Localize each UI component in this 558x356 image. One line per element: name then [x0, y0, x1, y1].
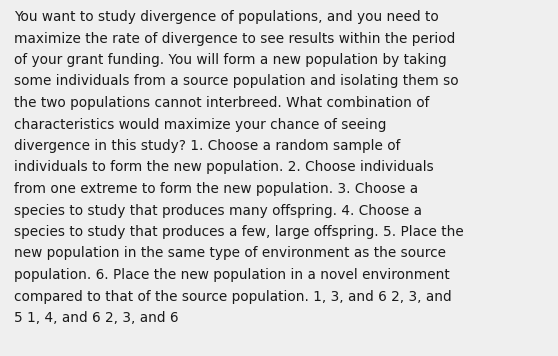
- Text: some individuals from a source population and isolating them so: some individuals from a source populatio…: [14, 74, 459, 89]
- Text: 5 1, 4, and 6 2, 3, and 6: 5 1, 4, and 6 2, 3, and 6: [14, 311, 179, 325]
- Text: maximize the rate of divergence to see results within the period: maximize the rate of divergence to see r…: [14, 31, 455, 46]
- Text: species to study that produces many offspring. 4. Choose a: species to study that produces many offs…: [14, 204, 422, 218]
- Text: from one extreme to form the new population. 3. Choose a: from one extreme to form the new populat…: [14, 182, 418, 196]
- Text: species to study that produces a few, large offspring. 5. Place the: species to study that produces a few, la…: [14, 225, 464, 239]
- Text: of your grant funding. You will form a new population by taking: of your grant funding. You will form a n…: [14, 53, 446, 67]
- Text: characteristics would maximize your chance of seeing: characteristics would maximize your chan…: [14, 117, 386, 131]
- Text: population. 6. Place the new population in a novel environment: population. 6. Place the new population …: [14, 268, 450, 282]
- Text: compared to that of the source population. 1, 3, and 6 2, 3, and: compared to that of the source populatio…: [14, 289, 451, 304]
- Text: divergence in this study? 1. Choose a random sample of: divergence in this study? 1. Choose a ra…: [14, 139, 401, 153]
- Text: the two populations cannot interbreed. What combination of: the two populations cannot interbreed. W…: [14, 96, 429, 110]
- Text: new population in the same type of environment as the source: new population in the same type of envir…: [14, 246, 446, 261]
- Text: You want to study divergence of populations, and you need to: You want to study divergence of populati…: [14, 10, 439, 24]
- Text: individuals to form the new population. 2. Choose individuals: individuals to form the new population. …: [14, 161, 434, 174]
